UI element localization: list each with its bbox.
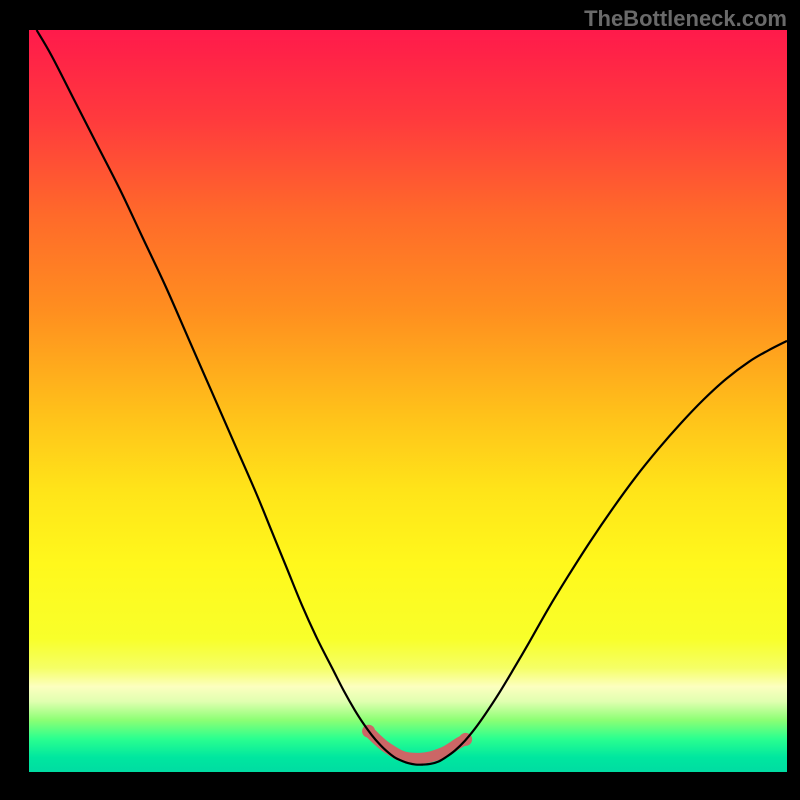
plot-background [29, 30, 787, 772]
bottleneck-chart [0, 0, 800, 800]
watermark-text: TheBottleneck.com [584, 6, 787, 32]
